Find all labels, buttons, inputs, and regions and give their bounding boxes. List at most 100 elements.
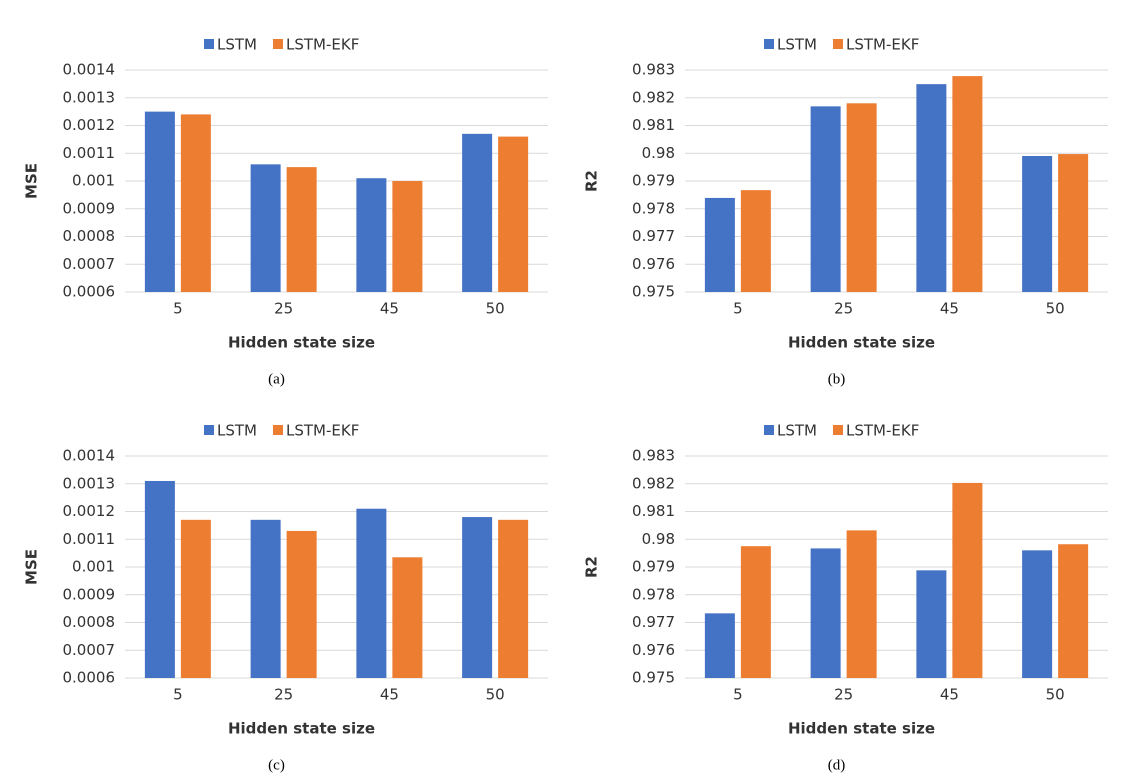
- legend-label: LSTM-EKF: [846, 422, 919, 440]
- y-tick-label: 0.0009: [63, 585, 116, 603]
- y-tick-label: 0.0006: [63, 283, 116, 301]
- y-tick-label: 0.0009: [63, 199, 116, 217]
- y-tick-label: 0.0006: [63, 669, 116, 687]
- chart: 0.0006 0.0007 0.0008 0.0009 0.001 0.0011 0.001…: [23, 36, 548, 387]
- bar: [952, 482, 983, 678]
- bar: [462, 517, 493, 678]
- bar: [356, 508, 387, 678]
- bar: [250, 519, 281, 678]
- legend-swatch: [832, 39, 843, 49]
- bar: [180, 519, 211, 678]
- y-tick-label: 0.0013: [63, 88, 116, 106]
- bar: [740, 190, 771, 292]
- y-tick-label: 0.977: [632, 613, 675, 631]
- x-tick-label: 5: [173, 300, 183, 318]
- y-tick-label: 0.0008: [63, 227, 116, 245]
- x-tick-label: 50: [486, 686, 505, 704]
- y-axis-label: R2: [583, 170, 601, 192]
- bar: [1022, 550, 1053, 678]
- y-tick-label: 0.0012: [63, 116, 116, 134]
- legend-swatch: [832, 425, 843, 435]
- y-tick-label: 0.0014: [63, 61, 116, 79]
- bar: [144, 480, 175, 678]
- y-tick-label: 0.0011: [63, 530, 116, 548]
- chart: 0.975 0.976 0.977 0.978 0.979 0.98 0.981 0.982 0…: [583, 36, 1108, 387]
- x-tick-label: 45: [940, 686, 959, 704]
- caption: (b): [828, 371, 846, 387]
- y-tick-label: 0.981: [632, 502, 675, 520]
- y-tick-label: 0.0013: [63, 474, 116, 492]
- bar: [916, 570, 947, 678]
- legend-swatch: [204, 425, 214, 435]
- bar: [704, 197, 735, 292]
- y-axis-label: MSE: [23, 549, 41, 585]
- bar: [498, 136, 529, 292]
- bar: [144, 111, 175, 292]
- x-tick-label: 25: [834, 300, 853, 318]
- x-tick-label: 45: [380, 686, 399, 704]
- y-tick-label: 0.976: [632, 641, 675, 659]
- y-tick-label: 0.0012: [63, 502, 116, 520]
- x-tick-label: 25: [834, 686, 853, 704]
- bar: [952, 76, 983, 292]
- y-tick-label: 0.0014: [63, 447, 116, 465]
- y-tick-label: 0.975: [632, 669, 675, 687]
- y-tick-label: 0.982: [632, 88, 675, 106]
- bar: [846, 530, 877, 678]
- x-tick-label: 25: [274, 300, 293, 318]
- y-tick-label: 0.979: [632, 172, 675, 190]
- x-axis-label: Hidden state size: [788, 334, 935, 352]
- bar: [498, 519, 529, 678]
- x-tick-label: 5: [733, 300, 743, 318]
- y-tick-label: 0.978: [632, 199, 675, 217]
- y-axis-label: R2: [583, 556, 601, 578]
- y-tick-label: 0.001: [72, 558, 115, 576]
- x-axis-label: Hidden state size: [228, 334, 375, 352]
- bar: [286, 530, 317, 678]
- x-axis-label: Hidden state size: [228, 720, 375, 738]
- bar: [356, 178, 387, 292]
- y-tick-label: 0.983: [632, 447, 675, 465]
- x-tick-label: 45: [940, 300, 959, 318]
- legend-label: LSTM: [777, 422, 817, 440]
- legend-swatch: [764, 425, 774, 435]
- bar: [810, 548, 841, 678]
- legend-swatch: [764, 39, 774, 49]
- bar: [462, 133, 493, 292]
- bar: [250, 164, 281, 292]
- caption: (a): [268, 371, 285, 387]
- legend-label: LSTM-EKF: [846, 36, 919, 54]
- legend-swatch: [204, 39, 214, 49]
- legend-label: LSTM: [217, 36, 257, 54]
- x-tick-label: 45: [380, 300, 399, 318]
- x-tick-label: 5: [733, 686, 743, 704]
- caption: (c): [268, 757, 285, 773]
- bar: [810, 106, 841, 292]
- x-tick-label: 5: [173, 686, 183, 704]
- legend-label: LSTM: [217, 422, 257, 440]
- y-tick-label: 0.975: [632, 283, 675, 301]
- y-tick-label: 0.981: [632, 116, 675, 134]
- y-tick-label: 0.983: [632, 61, 675, 79]
- bar: [392, 181, 423, 292]
- legend-swatch: [272, 425, 283, 435]
- y-tick-label: 0.0011: [63, 144, 116, 162]
- x-tick-label: 50: [486, 300, 505, 318]
- y-axis-label: MSE: [23, 163, 41, 199]
- y-tick-label: 0.979: [632, 558, 675, 576]
- chart: 0.975 0.976 0.977 0.978 0.979 0.98 0.981 0.982 0…: [583, 422, 1108, 773]
- x-axis-label: Hidden state size: [788, 720, 935, 738]
- bar: [846, 103, 877, 292]
- y-tick-label: 0.0007: [63, 255, 116, 273]
- bar: [1058, 544, 1089, 678]
- y-tick-label: 0.0008: [63, 613, 116, 631]
- caption: (d): [828, 757, 846, 773]
- bar: [1022, 156, 1053, 292]
- bar: [704, 613, 735, 678]
- y-tick-label: 0.977: [632, 227, 675, 245]
- x-tick-label: 50: [1046, 686, 1065, 704]
- bar: [392, 557, 423, 678]
- bar: [916, 84, 947, 292]
- y-tick-label: 0.0007: [63, 641, 116, 659]
